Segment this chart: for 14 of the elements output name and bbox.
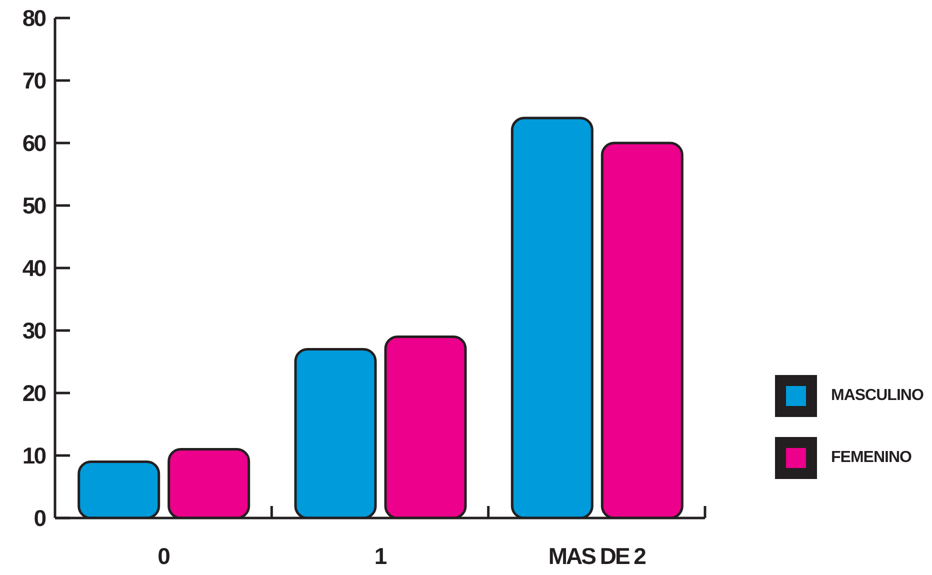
y-tick-label: 40 — [22, 255, 46, 281]
y-tick-label: 50 — [22, 192, 46, 218]
y-tick-label: 30 — [22, 318, 46, 344]
y-tick-label: 80 — [22, 5, 46, 31]
x-tick-label: 1 — [374, 543, 388, 569]
x-tick-label: MAS DE 2 — [548, 543, 646, 569]
y-tick-label: 10 — [22, 442, 46, 468]
y-tick-label: 0 — [34, 505, 46, 531]
legend-label: FEMENINO — [831, 449, 912, 467]
x-tick-label: 0 — [158, 543, 170, 569]
y-tick-label: 20 — [22, 380, 46, 406]
legend-label: MASCULINO — [831, 387, 924, 405]
y-tick-label: 70 — [22, 68, 46, 94]
y-tick-label: 60 — [22, 130, 46, 156]
